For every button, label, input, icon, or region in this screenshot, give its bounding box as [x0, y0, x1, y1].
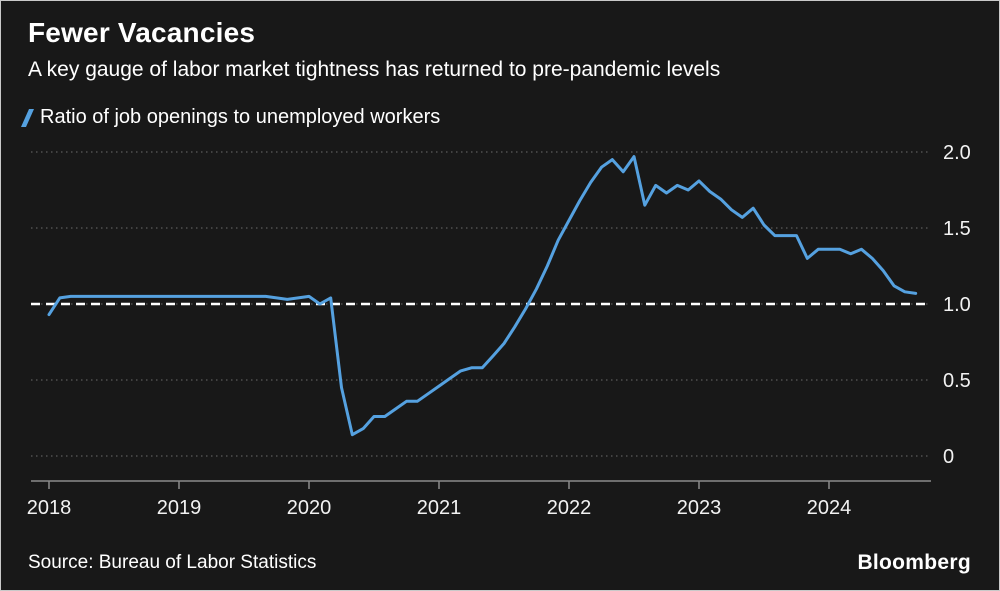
- y-tick-label: 0.5: [943, 370, 971, 392]
- y-tick-label: 1.5: [943, 218, 971, 240]
- x-tick-label: 2023: [677, 497, 722, 519]
- x-tick-label: 2020: [287, 497, 332, 519]
- x-tick-label: 2022: [547, 497, 592, 519]
- series-line: [47, 155, 918, 437]
- y-tick-label: 0: [943, 446, 954, 468]
- x-tick-label: 2021: [417, 497, 462, 519]
- x-tick-label: 2019: [157, 497, 202, 519]
- x-tick-label: 2024: [807, 497, 852, 519]
- bloomberg-logo: Bloomberg: [857, 551, 971, 574]
- x-tick-label: 2018: [27, 497, 72, 519]
- chart-title: Fewer Vacancies: [28, 17, 256, 48]
- source-text: Source: Bureau of Labor Statistics: [28, 552, 317, 573]
- y-tick-label: 2.0: [943, 142, 971, 164]
- legend: Ratio of job openings to unemployed work…: [20, 106, 441, 129]
- legend-label: Ratio of job openings to unemployed work…: [40, 106, 441, 128]
- y-tick-label: 1.0: [943, 294, 971, 316]
- chart-subtitle: A key gauge of labor market tightness ha…: [28, 58, 721, 81]
